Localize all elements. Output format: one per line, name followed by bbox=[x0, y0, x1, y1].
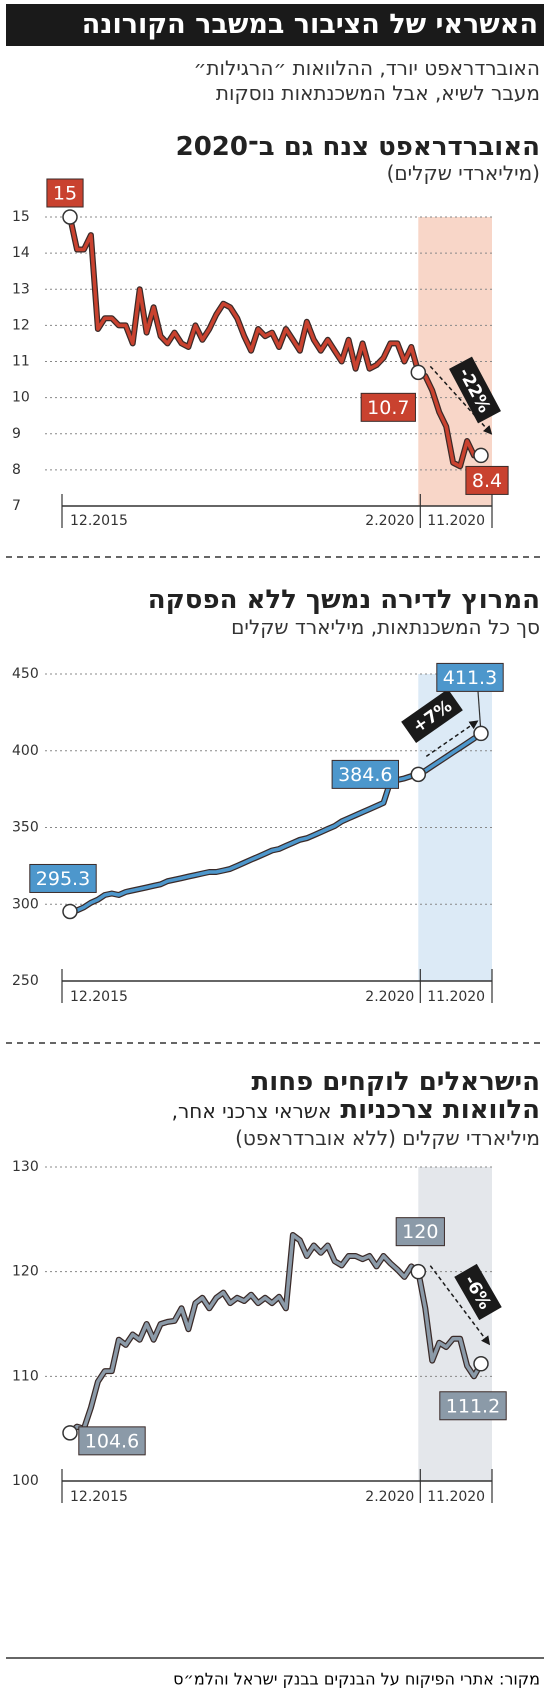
y-tick-label: 8 bbox=[12, 462, 21, 478]
value-label: 111.2 bbox=[446, 1395, 500, 1417]
y-tick-label: 7 bbox=[12, 498, 21, 514]
y-tick-label: 120 bbox=[12, 1264, 39, 1280]
header-subtitle: מעבר לשיא, אבל המשכנתאות נוסקות bbox=[215, 81, 540, 105]
chart-subtitle: סך כל המשכנתאות, מיליארד שקלים bbox=[231, 615, 540, 639]
change-arrow bbox=[425, 720, 479, 758]
chart-subtitle: אשראי צרכני אחר, bbox=[171, 1099, 332, 1123]
point-marker bbox=[62, 1425, 78, 1441]
change-box bbox=[401, 688, 463, 744]
x-tick-label: 2.2020 bbox=[365, 513, 414, 529]
source: מקור: אתרי הפיקוח על הבנקים בבנק ישראל ו… bbox=[173, 1670, 540, 1689]
point-marker bbox=[473, 725, 489, 742]
value-label: 411.3 bbox=[443, 667, 497, 689]
point-marker bbox=[410, 1263, 427, 1280]
value-label: 384.6 bbox=[338, 764, 392, 786]
y-tick-label: 450 bbox=[12, 666, 39, 682]
change-arrow bbox=[429, 365, 493, 435]
y-tick-label: 13 bbox=[12, 281, 30, 297]
x-tick-label: 12.2015 bbox=[70, 513, 128, 529]
y-tick-label: 110 bbox=[12, 1368, 39, 1384]
value-label: 8.4 bbox=[472, 470, 502, 492]
chart-title: הישראלים לוקחים פחות bbox=[251, 1067, 540, 1097]
value-label: 15 bbox=[53, 183, 77, 205]
value-label: 120 bbox=[402, 1221, 438, 1243]
x-tick-label: 11.2020 bbox=[427, 1489, 485, 1505]
chart-title-line: הלוואות צרכניות אשראי צרכני אחר, bbox=[172, 1095, 540, 1126]
point-marker bbox=[62, 209, 78, 225]
chart-subtitle: מיליארדי שקלים (ללא אוברדראפט) bbox=[235, 1126, 540, 1150]
line bbox=[68, 216, 481, 469]
change-box bbox=[449, 356, 501, 424]
value-label-box bbox=[395, 1217, 445, 1247]
change-arrow bbox=[429, 1265, 491, 1346]
value-label-box bbox=[436, 662, 504, 692]
x-tick-label: 12.2015 bbox=[70, 989, 128, 1005]
chart-title: המרוץ לדירה נמשך ללא הפסקה bbox=[147, 585, 540, 615]
change-box bbox=[454, 1263, 502, 1321]
point-marker bbox=[62, 903, 78, 920]
value-label: 10.7 bbox=[367, 397, 409, 419]
value-label-box bbox=[331, 759, 400, 789]
header-title: האשראי של הציבור במשבר הקורונה bbox=[6, 4, 544, 46]
point-marker bbox=[473, 447, 489, 464]
y-tick-label: 400 bbox=[12, 743, 39, 759]
value-label-box bbox=[46, 178, 84, 208]
point-marker bbox=[473, 1356, 489, 1372]
point-marker bbox=[410, 766, 427, 783]
x-tick-label: 2.2020 bbox=[365, 1489, 414, 1505]
x-tick-label: 11.2020 bbox=[427, 989, 485, 1005]
chart-title: האוברדראפט צנח גם ב־2020 bbox=[175, 132, 540, 162]
value-label-box bbox=[465, 465, 509, 495]
chart-title: הלוואות צרכניות bbox=[340, 1095, 540, 1125]
x-tick-label: 12.2015 bbox=[70, 1489, 128, 1505]
x-tick-label: 11.2020 bbox=[427, 513, 485, 529]
value-label: 104.6 bbox=[85, 1430, 139, 1452]
header-subtitle: האוברדראפט יורד, ההלוואות ״הרגילות״ bbox=[193, 56, 540, 80]
value-label-box bbox=[29, 863, 97, 893]
y-tick-label: 15 bbox=[12, 209, 30, 225]
value-label-box bbox=[439, 1391, 507, 1421]
x-tick-label: 2.2020 bbox=[365, 989, 414, 1005]
y-tick-label: 10 bbox=[12, 390, 30, 406]
point-marker bbox=[410, 364, 427, 381]
y-tick-label: 14 bbox=[12, 245, 30, 261]
value-label-box bbox=[78, 1426, 146, 1456]
y-tick-label: 350 bbox=[12, 820, 39, 836]
value-label-box bbox=[360, 392, 416, 422]
chart-subtitle: (מיליארדי שקלים) bbox=[386, 161, 540, 185]
y-tick-label: 9 bbox=[12, 426, 21, 442]
y-tick-label: 300 bbox=[12, 896, 39, 912]
y-tick-label: 11 bbox=[12, 354, 30, 370]
y-tick-label: 130 bbox=[12, 1159, 39, 1175]
value-label: 295.3 bbox=[36, 868, 90, 890]
y-tick-label: 100 bbox=[12, 1473, 39, 1489]
y-tick-label: 12 bbox=[12, 317, 30, 333]
y-tick-label: 250 bbox=[12, 973, 39, 989]
